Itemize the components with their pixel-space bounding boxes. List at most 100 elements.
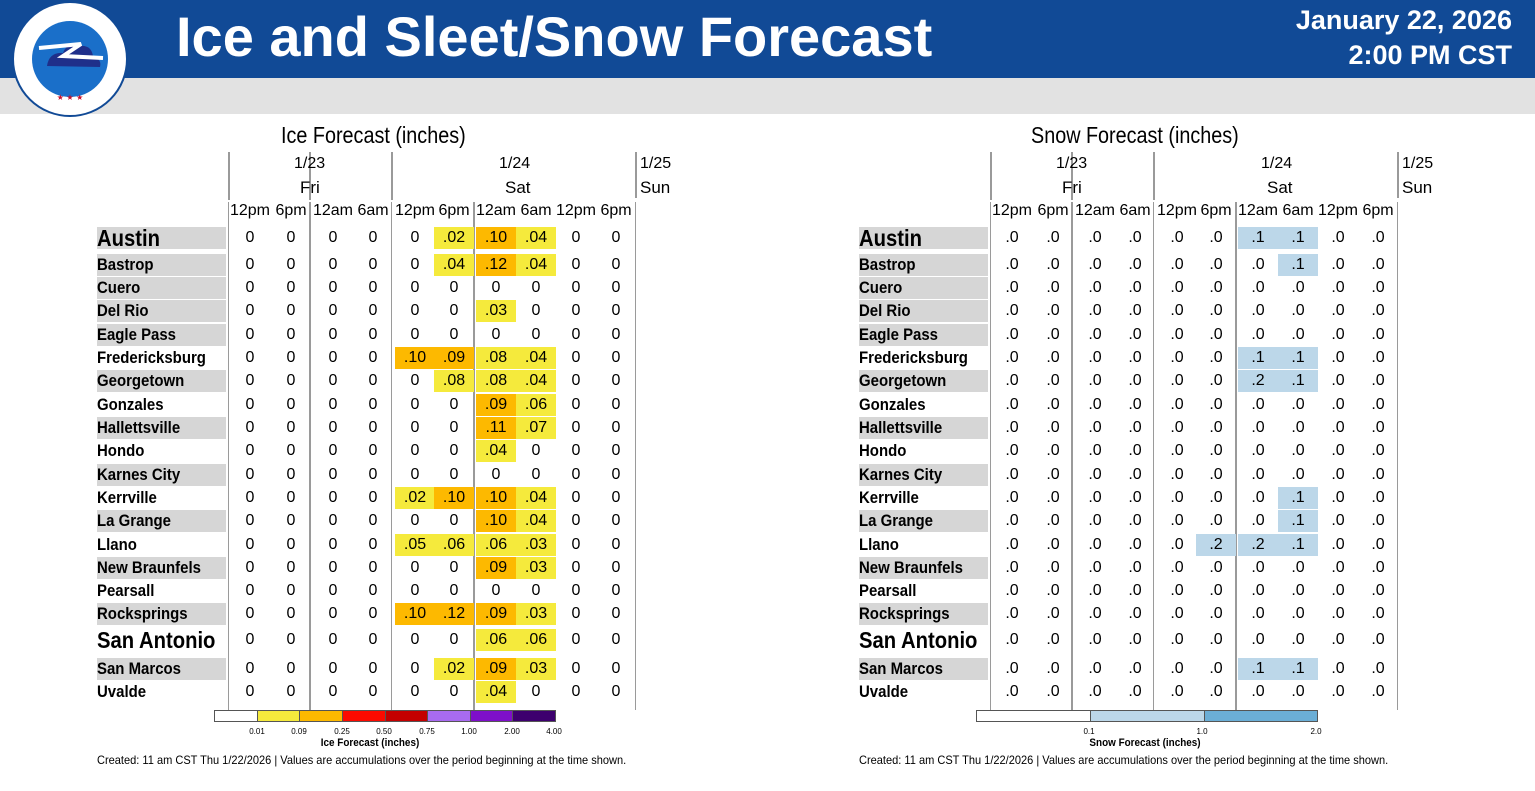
- snow-value-cell: .0: [1128, 442, 1142, 459]
- snow-value-cell: .0: [1209, 442, 1223, 459]
- ice-value-cell: 0: [611, 512, 621, 529]
- ice-value-cell: 0: [245, 466, 255, 483]
- ice-value-cell: 0: [368, 302, 378, 319]
- snow-value-cell: .0: [1251, 256, 1265, 273]
- snow-value-cell: .0: [1088, 396, 1102, 413]
- ice-value-cell: 0: [245, 279, 255, 296]
- snow-value-cell: .0: [1291, 326, 1305, 343]
- ice-city-label: Llano: [97, 534, 226, 556]
- ice-value-cell: 0: [328, 660, 338, 677]
- snow-value-cell: .0: [1088, 605, 1102, 622]
- ice-value-cell: 0: [245, 683, 255, 700]
- snow-value-cell: .1: [1278, 658, 1318, 680]
- ice-day-label: Sun: [640, 178, 671, 197]
- snow-value-cell: .0: [1005, 631, 1019, 648]
- snow-legend-swatch: [977, 711, 1090, 721]
- snow-value-cell: .0: [1088, 229, 1102, 246]
- ice-value-cell: 0: [410, 631, 420, 648]
- snow-city-name: Llano: [859, 535, 899, 554]
- ice-value-cell: 0: [286, 229, 296, 246]
- ice-value-cell: 0: [328, 256, 338, 273]
- snow-value-cell: .0: [1128, 279, 1142, 296]
- ice-value-cell: 0: [328, 559, 338, 576]
- snow-value-cell: .1: [1278, 534, 1318, 556]
- header-subbar: [0, 78, 1535, 114]
- ice-value-cell: 0: [410, 559, 420, 576]
- snow-header-divider: [1153, 152, 1155, 200]
- snow-city-label: Rocksprings: [859, 603, 988, 625]
- snow-value-cell: .0: [1251, 489, 1265, 506]
- ice-grid-line: [635, 202, 636, 710]
- snow-value-cell: .0: [1251, 419, 1265, 436]
- snow-legend-title: Snow Forecast (inches): [1089, 737, 1201, 749]
- snow-value-cell: .0: [1371, 466, 1385, 483]
- ice-value-cell: 0: [611, 396, 621, 413]
- snow-value-cell: .2: [1196, 534, 1236, 556]
- header-time: 2:00 PM CST: [1348, 40, 1512, 70]
- ice-city-name: La Grange: [97, 511, 172, 530]
- snow-value-cell: .0: [1046, 489, 1060, 506]
- snow-city-name: New Braunfels: [859, 558, 963, 577]
- snow-value-cell: .0: [1170, 660, 1184, 677]
- snow-value-cell: .0: [1005, 536, 1019, 553]
- snow-value-cell: .1: [1278, 487, 1318, 509]
- ice-value-cell: 0: [368, 536, 378, 553]
- snow-value-cell: .0: [1371, 349, 1385, 366]
- snow-city-name: San Antonio: [859, 627, 978, 653]
- snow-city-label: Hondo: [859, 440, 988, 462]
- ice-city-label: Cuero: [97, 277, 226, 299]
- ice-value-cell: 0: [410, 683, 420, 700]
- snow-value-cell: .0: [1331, 605, 1345, 622]
- ice-value-cell: 0: [368, 559, 378, 576]
- ice-value-cell: 0: [368, 512, 378, 529]
- snow-date-label: 1/25: [1402, 155, 1434, 172]
- snow-value-cell: .0: [1088, 536, 1102, 553]
- snow-value-cell: .0: [1209, 419, 1223, 436]
- snow-time-label: 6am: [1282, 202, 1314, 219]
- ice-value-cell: .03: [476, 300, 516, 322]
- snow-value-cell: .0: [1128, 631, 1142, 648]
- snow-forecast-panel: Snow Forecast (inches) 1/23 Fri 1/24 Sat 1/2…: [859, 118, 1479, 778]
- ice-value-cell: 0: [245, 536, 255, 553]
- snow-city-name: Eagle Pass: [859, 325, 939, 344]
- snow-value-cell: .0: [1209, 660, 1223, 677]
- ice-value-cell: .10: [476, 487, 516, 509]
- snow-value-cell: .0: [1371, 559, 1385, 576]
- snow-city-label: Austin: [859, 227, 988, 250]
- ice-value-cell: 0: [571, 605, 581, 622]
- snow-value-cell: .0: [1005, 559, 1019, 576]
- ice-value-cell: .12: [476, 254, 516, 276]
- snow-value-cell: .0: [1331, 419, 1345, 436]
- ice-value-cell: 0: [368, 605, 378, 622]
- ice-value-cell: 0: [571, 512, 581, 529]
- ice-value-cell: 0: [245, 419, 255, 436]
- ice-value-cell: 0: [328, 512, 338, 529]
- snow-value-cell: .0: [1331, 256, 1345, 273]
- ice-value-cell: 0: [491, 582, 501, 599]
- ice-city-name: Gonzales: [97, 395, 164, 414]
- ice-value-cell: 0: [368, 582, 378, 599]
- snow-time-label: 6pm: [1362, 202, 1394, 219]
- ice-time-label: 6pm: [275, 202, 307, 219]
- snow-grid-line: [1153, 202, 1154, 710]
- snow-value-cell: .0: [1170, 372, 1184, 389]
- ice-value-cell: 0: [245, 605, 255, 622]
- snow-value-cell: .0: [1088, 512, 1102, 529]
- snow-value-cell: .0: [1128, 302, 1142, 319]
- snow-legend-tick: 0.1: [1083, 727, 1095, 736]
- snow-value-cell: .0: [1005, 326, 1019, 343]
- snow-value-cell: .0: [1046, 605, 1060, 622]
- snow-grid-line-major: [1071, 202, 1073, 710]
- snow-value-cell: .0: [1371, 326, 1385, 343]
- header-date: January 22, 2026: [1295, 5, 1512, 35]
- snow-value-cell: .0: [1331, 229, 1345, 246]
- ice-value-cell: 0: [245, 256, 255, 273]
- snow-value-cell: .0: [1046, 349, 1060, 366]
- ice-value-cell: .04: [476, 681, 516, 703]
- snow-value-cell: .0: [1371, 631, 1385, 648]
- snow-city-name: Pearsall: [859, 581, 917, 600]
- snow-value-cell: .0: [1170, 536, 1184, 553]
- ice-footnote: Created: 11 am CST Thu 1/22/2026 | Value…: [97, 753, 627, 767]
- snow-value-cell: .0: [1331, 660, 1345, 677]
- ice-value-cell: 0: [410, 419, 420, 436]
